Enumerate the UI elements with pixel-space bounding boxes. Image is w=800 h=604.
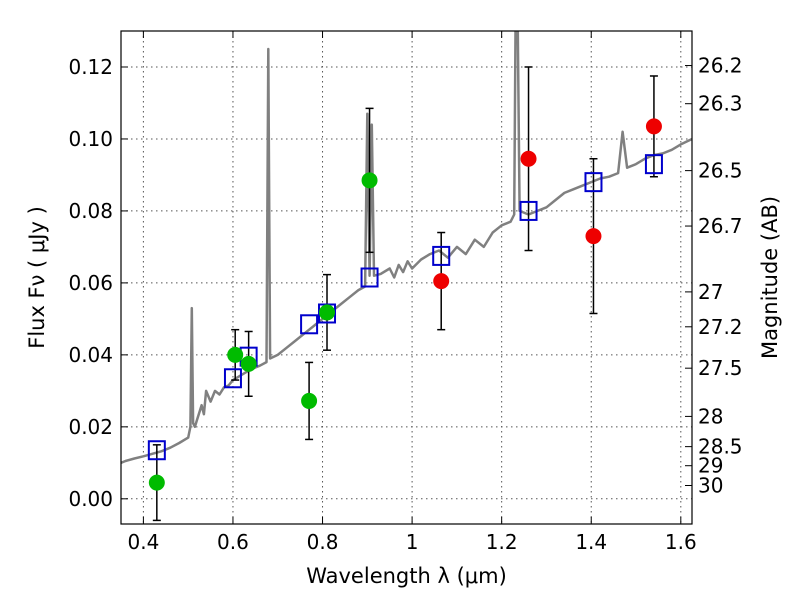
y2-tick-label: 29 [698, 454, 723, 478]
y2-tick-label: 28.5 [698, 435, 743, 459]
model-photometry-square [360, 267, 379, 288]
x-tick-label: 1.4 [575, 530, 607, 554]
ticks [121, 31, 692, 524]
x-tick-label: 1.2 [486, 530, 518, 554]
model-photometry-square [223, 368, 242, 389]
observed-green-point [148, 474, 165, 491]
observed-green-point [361, 172, 378, 189]
y-tick-label: 0.12 [68, 55, 113, 79]
grid [121, 31, 692, 524]
model-photometry-square [644, 154, 663, 175]
observed-red-point [645, 118, 662, 135]
y2-tick-label: 27.5 [698, 356, 743, 380]
y-tick-label: 0.08 [68, 199, 113, 223]
spectrum-layer [121, 31, 692, 464]
y2-tick-label: 28 [698, 404, 723, 428]
observed-red-point [520, 150, 537, 167]
y2-tick-label: 26.3 [698, 92, 743, 116]
y-axis-label: Flux Fν ( μJy ) [25, 206, 49, 349]
y2-tick-label: 26.7 [698, 214, 743, 238]
y2-tick-label: 27.2 [698, 315, 743, 339]
observed-green-point [319, 304, 336, 321]
y-tick-label: 0.06 [68, 271, 113, 295]
x-tick-label: 0.4 [127, 530, 159, 554]
y2-tick-label: 30 [698, 473, 723, 497]
observed-green-point [301, 392, 318, 409]
y2-tick-label: 27 [698, 280, 723, 304]
observed-red-point [433, 273, 450, 290]
markers [147, 118, 663, 491]
y-tick-label: 0.00 [68, 487, 113, 511]
x-tick-label: 0.8 [307, 530, 339, 554]
observed-green-point [227, 346, 244, 363]
model-photometry-square [432, 245, 451, 266]
model-photometry-square [300, 314, 319, 335]
observed-green-point [240, 355, 257, 372]
x-tick-label: 1.6 [665, 530, 697, 554]
x-axis-label: Wavelength λ (μm) [306, 564, 507, 588]
y-tick-label: 0.04 [68, 343, 113, 367]
y-tick-label: 0.02 [68, 415, 113, 439]
y-tick-label: 0.10 [68, 127, 113, 151]
observed-red-point [585, 228, 602, 245]
spectrum-line [121, 31, 692, 464]
tick-labels: 0.4 0.6 0.8 1 1.2 1.4 1.6 0.00 0.02 0.04 0.06 0.08 0… [68, 54, 742, 554]
y2-tick-label: 26.2 [698, 54, 743, 78]
model-photometry-square [147, 440, 166, 461]
x-tick-label: 0.6 [217, 530, 249, 554]
plot-frame [120, 30, 693, 525]
model-photometry-square [519, 200, 538, 221]
y2-axis-label: Magnitude (AB) [758, 196, 782, 359]
y2-tick-label: 26.5 [698, 159, 743, 183]
error-bars [152, 66, 658, 522]
model-photometry-square [584, 172, 603, 193]
x-tick-label: 1 [406, 530, 419, 554]
